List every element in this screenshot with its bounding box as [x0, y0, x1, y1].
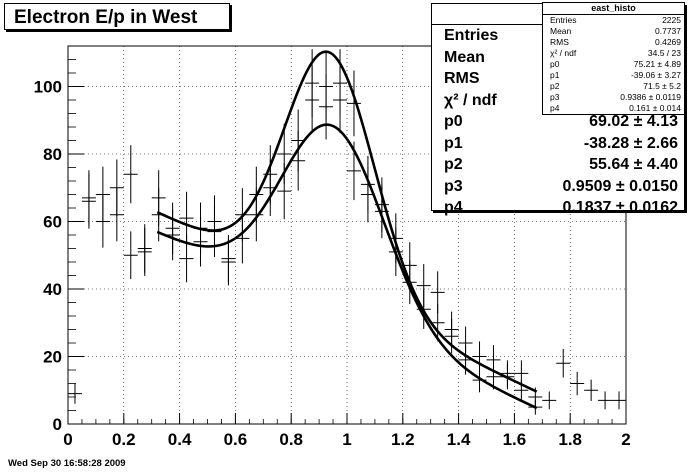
- plot-title: Electron E/p in West: [4, 3, 230, 30]
- y-tick-label: 40: [43, 280, 62, 299]
- stat-label: Mean: [444, 48, 485, 66]
- west-stats-row: RMS: [432, 68, 684, 90]
- east-stats-name: east_histo: [543, 3, 684, 15]
- x-tick-label: 1.4: [447, 430, 471, 449]
- stat-value: 0.161 ± 0.014: [629, 103, 681, 113]
- east-stats-box: east_histo Entries 2225 Mean 0.7737 RMS 0.426…: [542, 2, 685, 115]
- x-tick-label: 0.2: [112, 430, 136, 449]
- east-stats-row: p3 0.9386 ± 0.0119: [543, 92, 684, 103]
- x-tick-label: 2: [621, 430, 630, 449]
- west-stats-row: p3 0.9509 ± 0.0150: [432, 176, 684, 198]
- stat-value: 0.9509 ± 0.0150: [562, 177, 678, 195]
- stat-value: -38.28 ± 2.66: [583, 134, 678, 152]
- timestamp: Wed Sep 30 16:58:28 2009: [8, 458, 126, 469]
- stat-label: RMS: [550, 37, 569, 47]
- west-stats-row: Mean: [432, 47, 684, 69]
- fit-curve: [156, 123, 538, 410]
- stat-label: p0: [444, 113, 463, 130]
- stat-label: χ² / ndf: [444, 91, 497, 109]
- stat-label: p0: [550, 59, 560, 69]
- stat-label: p2: [444, 156, 463, 173]
- y-tick-label: 100: [34, 78, 62, 97]
- stat-value: 71.5 ± 5.2: [643, 81, 681, 91]
- stat-label: p1: [444, 134, 463, 152]
- stat-label: p3: [444, 177, 463, 195]
- y-tick-label: 20: [43, 348, 62, 367]
- east-stats-row: p1 -39.06 ± 3.27: [543, 70, 684, 81]
- x-tick-label: 0: [63, 430, 72, 449]
- stat-value: 0.9386 ± 0.0119: [620, 92, 681, 102]
- y-tick-label: 0: [53, 415, 62, 434]
- stat-label: Mean: [550, 26, 572, 36]
- east-stats-row: RMS 0.4269: [543, 37, 684, 48]
- x-tick-label: 1: [342, 430, 351, 449]
- fit-curves: [156, 50, 538, 410]
- east-stats-row: Mean 0.7737: [543, 26, 684, 37]
- east-stats-row: Entries 2225: [543, 15, 684, 26]
- stat-value: 75.21 ± 4.89: [633, 59, 681, 69]
- east-stats-row: p2 71.5 ± 5.2: [543, 81, 684, 92]
- x-tick-label: 0.8: [279, 430, 303, 449]
- x-tick-label: 0.4: [168, 430, 192, 449]
- y-tick-label: 60: [43, 213, 62, 232]
- stat-value: 34.5 / 23: [647, 48, 681, 58]
- stat-label: p3: [550, 92, 560, 102]
- x-tick-label: 0.6: [224, 430, 248, 449]
- fit-curve: [156, 50, 538, 393]
- stat-label: p4: [550, 103, 560, 113]
- stat-label: p2: [550, 81, 560, 91]
- stat-value: 69.02 ± 4.13: [589, 113, 678, 130]
- stat-label: p1: [550, 70, 560, 80]
- stat-label: Entries: [444, 27, 499, 44]
- west-stats-row: p0 69.02 ± 4.13: [432, 111, 684, 133]
- stat-label: Entries: [550, 15, 577, 25]
- east-stats-row: p0 75.21 ± 4.89: [543, 59, 684, 70]
- stat-value: -39.06 ± 3.27: [630, 70, 681, 80]
- west-stats-row: χ² / ndf: [432, 90, 684, 112]
- stat-value: 0.1837 ± 0.0162: [562, 199, 678, 216]
- west-stats-row: Entries: [432, 25, 684, 47]
- y-tick-label: 80: [43, 145, 62, 164]
- x-tick-label: 1.8: [558, 430, 582, 449]
- stat-value: 2225: [662, 15, 681, 25]
- east-stats-row: χ² / ndf 34.5 / 23: [543, 48, 684, 59]
- stat-value: 55.64 ± 4.40: [589, 156, 678, 173]
- stat-value: 0.7737: [655, 26, 681, 36]
- stat-label: χ² / ndf: [550, 48, 577, 58]
- stat-label: p4: [444, 199, 463, 216]
- x-tick-label: 1.2: [391, 430, 415, 449]
- west-stats-row: p1 -38.28 ± 2.66: [432, 133, 684, 155]
- west-stats-row: p4 0.1837 ± 0.0162: [432, 197, 684, 219]
- west-stats-row: p2 55.64 ± 4.40: [432, 154, 684, 176]
- stat-label: RMS: [444, 70, 480, 87]
- stat-value: 0.4269: [655, 37, 681, 47]
- x-tick-label: 1.6: [503, 430, 527, 449]
- east-stats-row: p4 0.161 ± 0.014: [543, 103, 684, 114]
